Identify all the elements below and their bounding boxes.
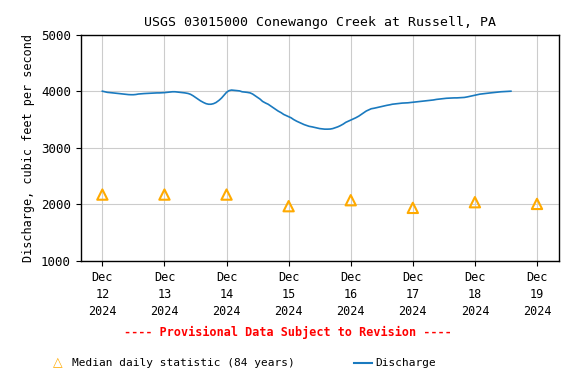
Y-axis label: Discharge, cubic feet per second: Discharge, cubic feet per second bbox=[22, 34, 35, 262]
Point bbox=[532, 201, 541, 207]
Point bbox=[160, 192, 169, 198]
Point bbox=[346, 197, 355, 203]
Point bbox=[470, 199, 479, 205]
Point bbox=[408, 205, 418, 211]
Point bbox=[222, 192, 231, 198]
Title: USGS 03015000 Conewango Creek at Russell, PA: USGS 03015000 Conewango Creek at Russell… bbox=[143, 16, 496, 29]
Text: Median daily statistic (84 years): Median daily statistic (84 years) bbox=[72, 358, 295, 368]
Text: ---- Provisional Data Subject to Revision ----: ---- Provisional Data Subject to Revisio… bbox=[124, 326, 452, 339]
Point bbox=[98, 192, 107, 198]
Text: △: △ bbox=[53, 356, 62, 369]
Text: Discharge: Discharge bbox=[376, 358, 436, 368]
Point bbox=[284, 203, 293, 209]
